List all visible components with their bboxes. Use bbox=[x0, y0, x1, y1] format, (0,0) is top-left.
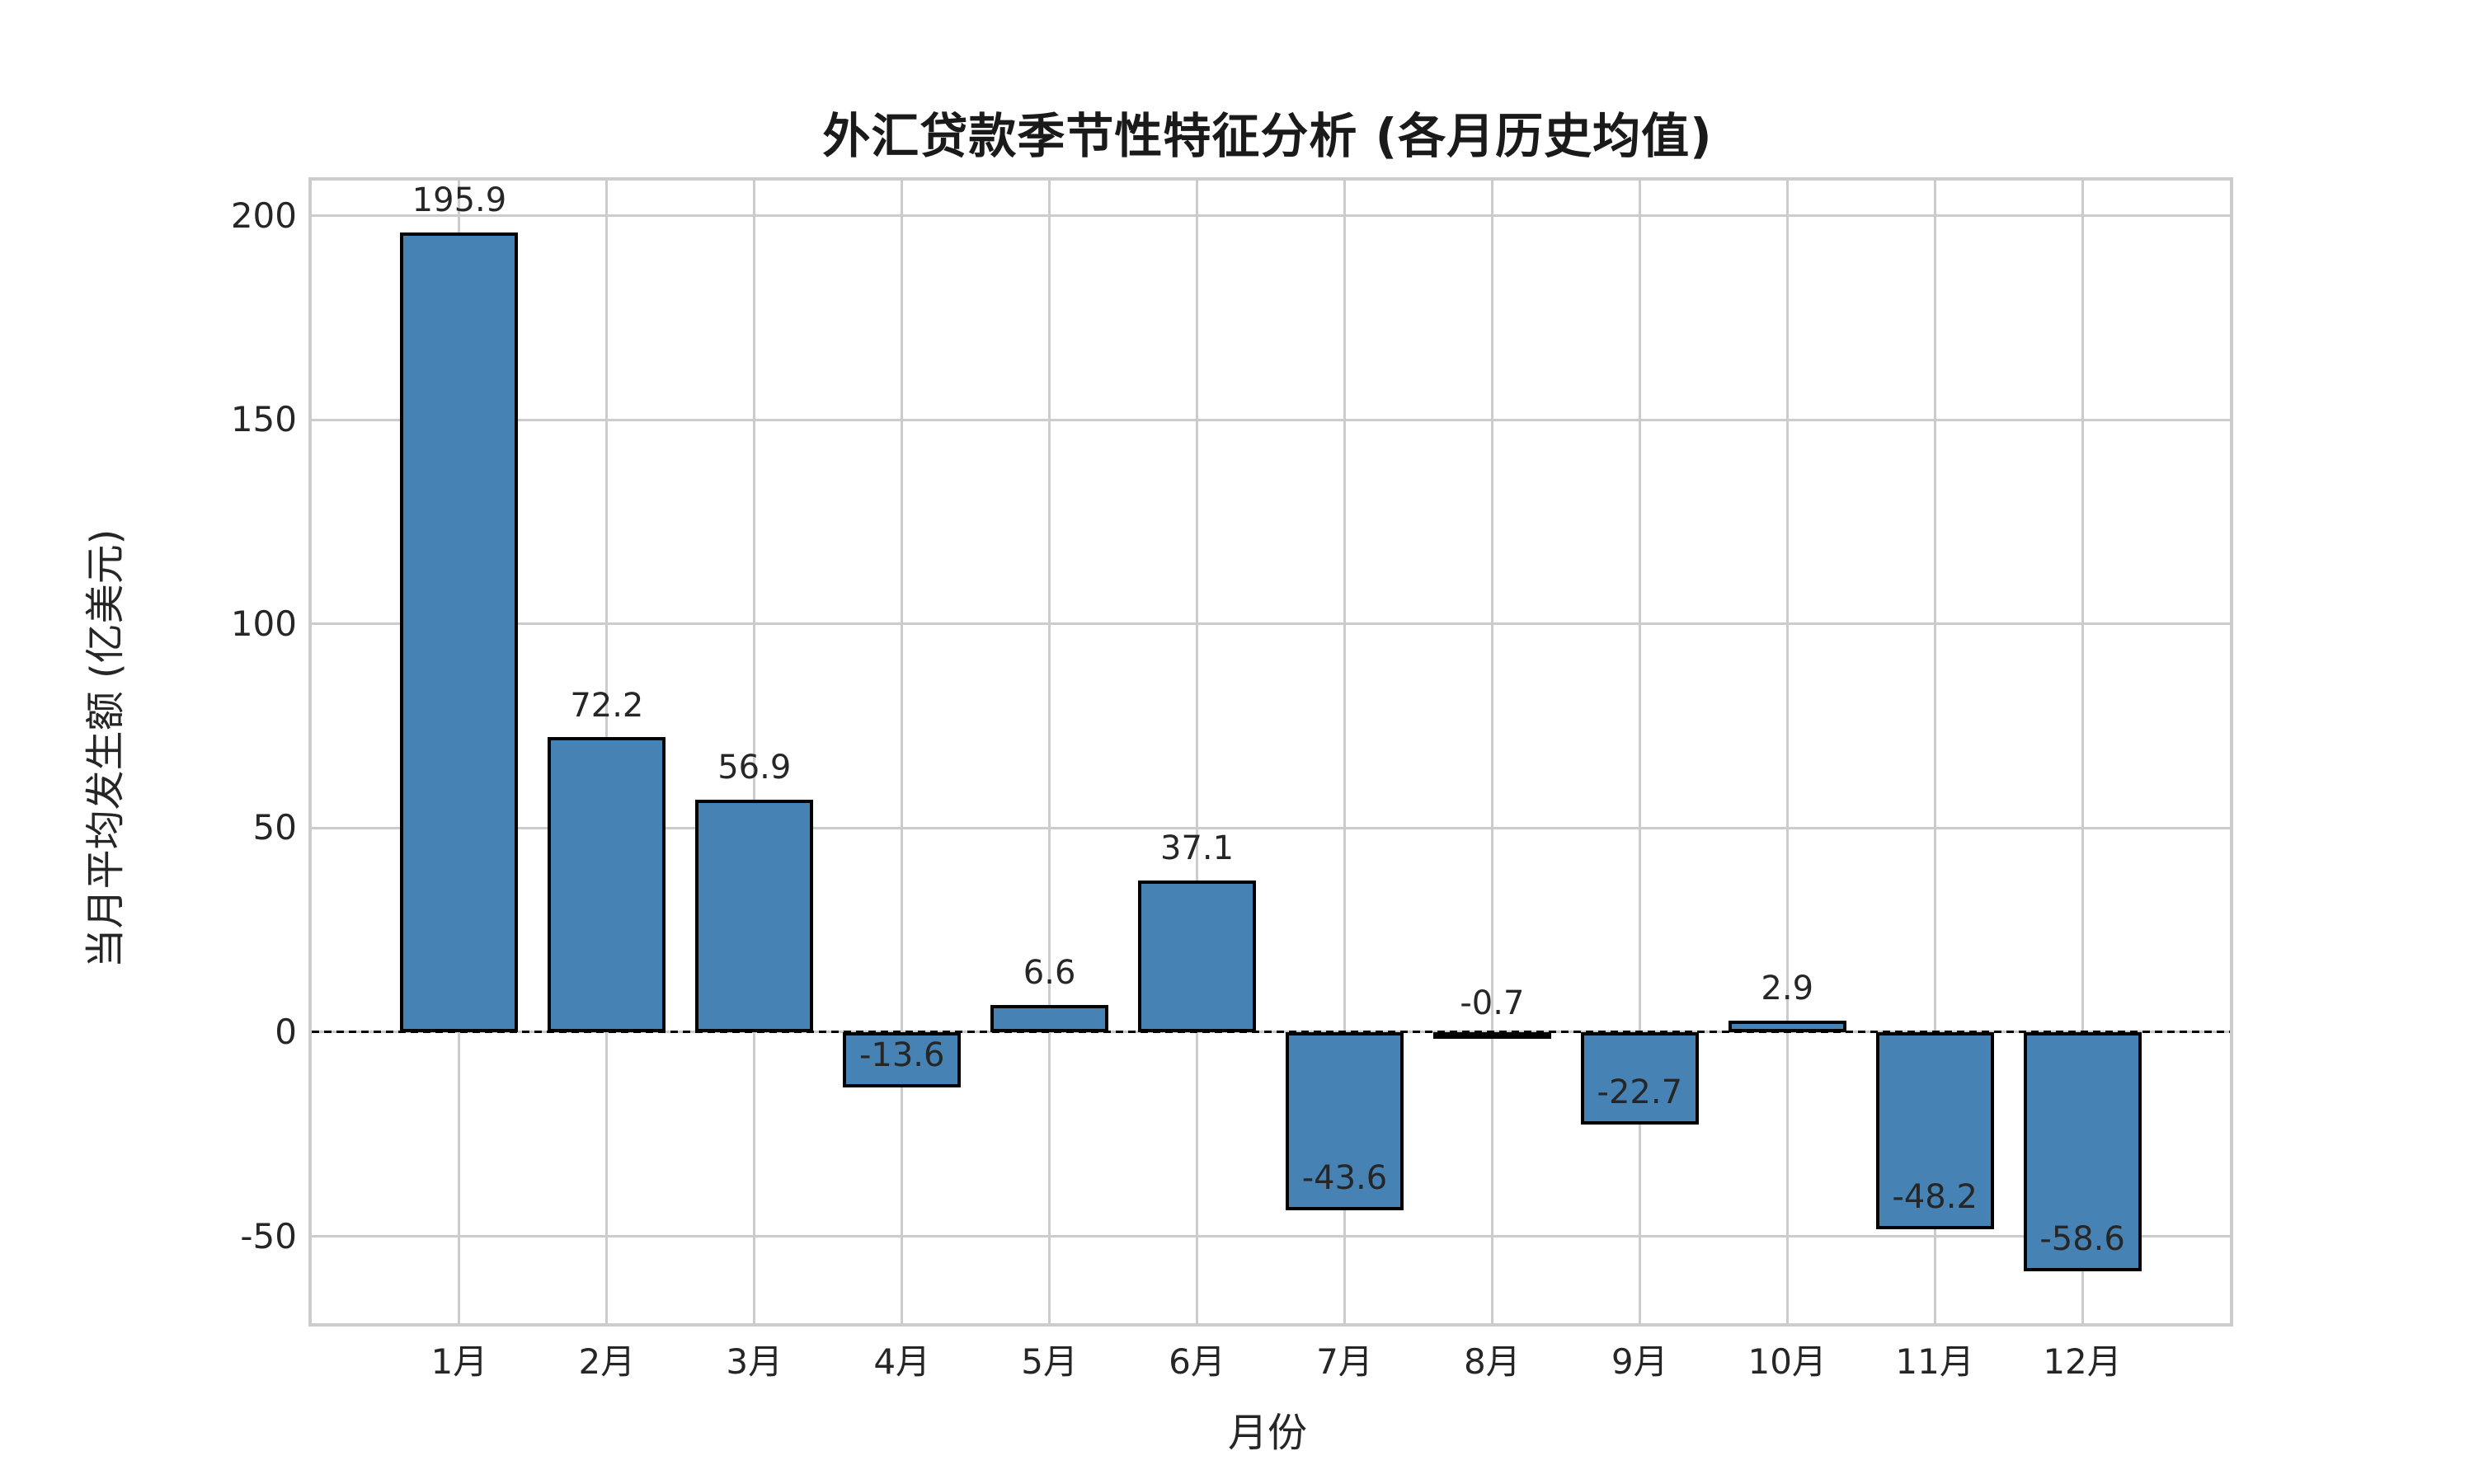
bar-value-label: -0.7 bbox=[1460, 984, 1525, 1022]
x-tick-label: 6月 bbox=[1169, 1341, 1225, 1382]
bar bbox=[1285, 1031, 1404, 1210]
v-gridline bbox=[1638, 181, 1641, 1323]
bar-value-label: 6.6 bbox=[1023, 954, 1076, 993]
v-gridline bbox=[1343, 181, 1346, 1323]
v-gridline bbox=[1933, 181, 1936, 1323]
h-gridline bbox=[312, 214, 2230, 218]
x-tick-label: 8月 bbox=[1464, 1341, 1521, 1382]
bar bbox=[400, 232, 519, 1032]
v-gridline bbox=[1785, 181, 1789, 1323]
x-tick-label: 9月 bbox=[1611, 1341, 1668, 1382]
y-axis-label: 当月平均发生额 (亿美元) bbox=[82, 528, 129, 969]
y-tick-label: 100 bbox=[230, 603, 297, 644]
y-tick-label: -50 bbox=[240, 1215, 297, 1256]
x-tick-label: 3月 bbox=[726, 1341, 783, 1382]
x-tick-label: 5月 bbox=[1021, 1341, 1078, 1382]
bar-value-label: -22.7 bbox=[1597, 1073, 1683, 1112]
chart-title: 外汇贷款季节性特征分析 (各月历史均值) bbox=[822, 108, 1713, 164]
bar-value-label: 72.2 bbox=[570, 686, 644, 725]
h-gridline bbox=[312, 418, 2230, 421]
v-gridline bbox=[901, 181, 904, 1323]
bar-value-label: -43.6 bbox=[1301, 1158, 1388, 1197]
bar-value-label: 56.9 bbox=[717, 749, 792, 787]
bar-value-label: 37.1 bbox=[1160, 829, 1235, 868]
h-gridline bbox=[312, 826, 2230, 829]
bar bbox=[695, 800, 814, 1032]
bar bbox=[2023, 1031, 2142, 1272]
x-tick-label: 11月 bbox=[1895, 1341, 1974, 1382]
v-gridline bbox=[1196, 181, 1199, 1323]
x-tick-label: 12月 bbox=[2043, 1341, 2122, 1382]
zero-reference-line bbox=[312, 1031, 2230, 1034]
bar bbox=[843, 1031, 962, 1088]
bar bbox=[1728, 1020, 1846, 1032]
x-tick-label: 1月 bbox=[430, 1341, 488, 1382]
y-tick-label: 0 bbox=[275, 1011, 297, 1052]
h-gridline bbox=[312, 622, 2230, 626]
x-tick-label: 10月 bbox=[1747, 1341, 1827, 1382]
y-tick-label: 150 bbox=[230, 399, 297, 440]
x-tick-label: 2月 bbox=[578, 1341, 636, 1382]
bar bbox=[548, 737, 666, 1032]
bar bbox=[1137, 881, 1257, 1032]
bar-value-label: -48.2 bbox=[1892, 1177, 1978, 1216]
x-tick-label: 7月 bbox=[1316, 1341, 1373, 1382]
plot-area: -50 0 50 100 150 200 195.9 72.2 56.9 -13.6 6.6 37.1… bbox=[231, 177, 2233, 1382]
v-gridline bbox=[1048, 181, 1051, 1323]
bar-value-label: -58.6 bbox=[2039, 1220, 2125, 1259]
y-tick-label: 200 bbox=[230, 195, 297, 236]
bar bbox=[990, 1005, 1109, 1032]
bar bbox=[1432, 1031, 1551, 1039]
v-gridline bbox=[753, 181, 756, 1323]
bar-value-label: 195.9 bbox=[412, 181, 507, 220]
bar bbox=[1875, 1031, 1994, 1229]
v-gridline bbox=[1490, 181, 1493, 1323]
h-gridline bbox=[312, 1235, 2230, 1238]
v-gridline bbox=[2081, 181, 2084, 1323]
x-axis-label: 月份 bbox=[1227, 1410, 1308, 1456]
x-tick-label: 4月 bbox=[873, 1341, 931, 1382]
bar-value-label: -13.6 bbox=[858, 1036, 945, 1075]
bar-value-label: 2.9 bbox=[1761, 969, 1814, 1007]
y-tick-label: 50 bbox=[252, 807, 297, 848]
bar bbox=[1580, 1031, 1699, 1125]
